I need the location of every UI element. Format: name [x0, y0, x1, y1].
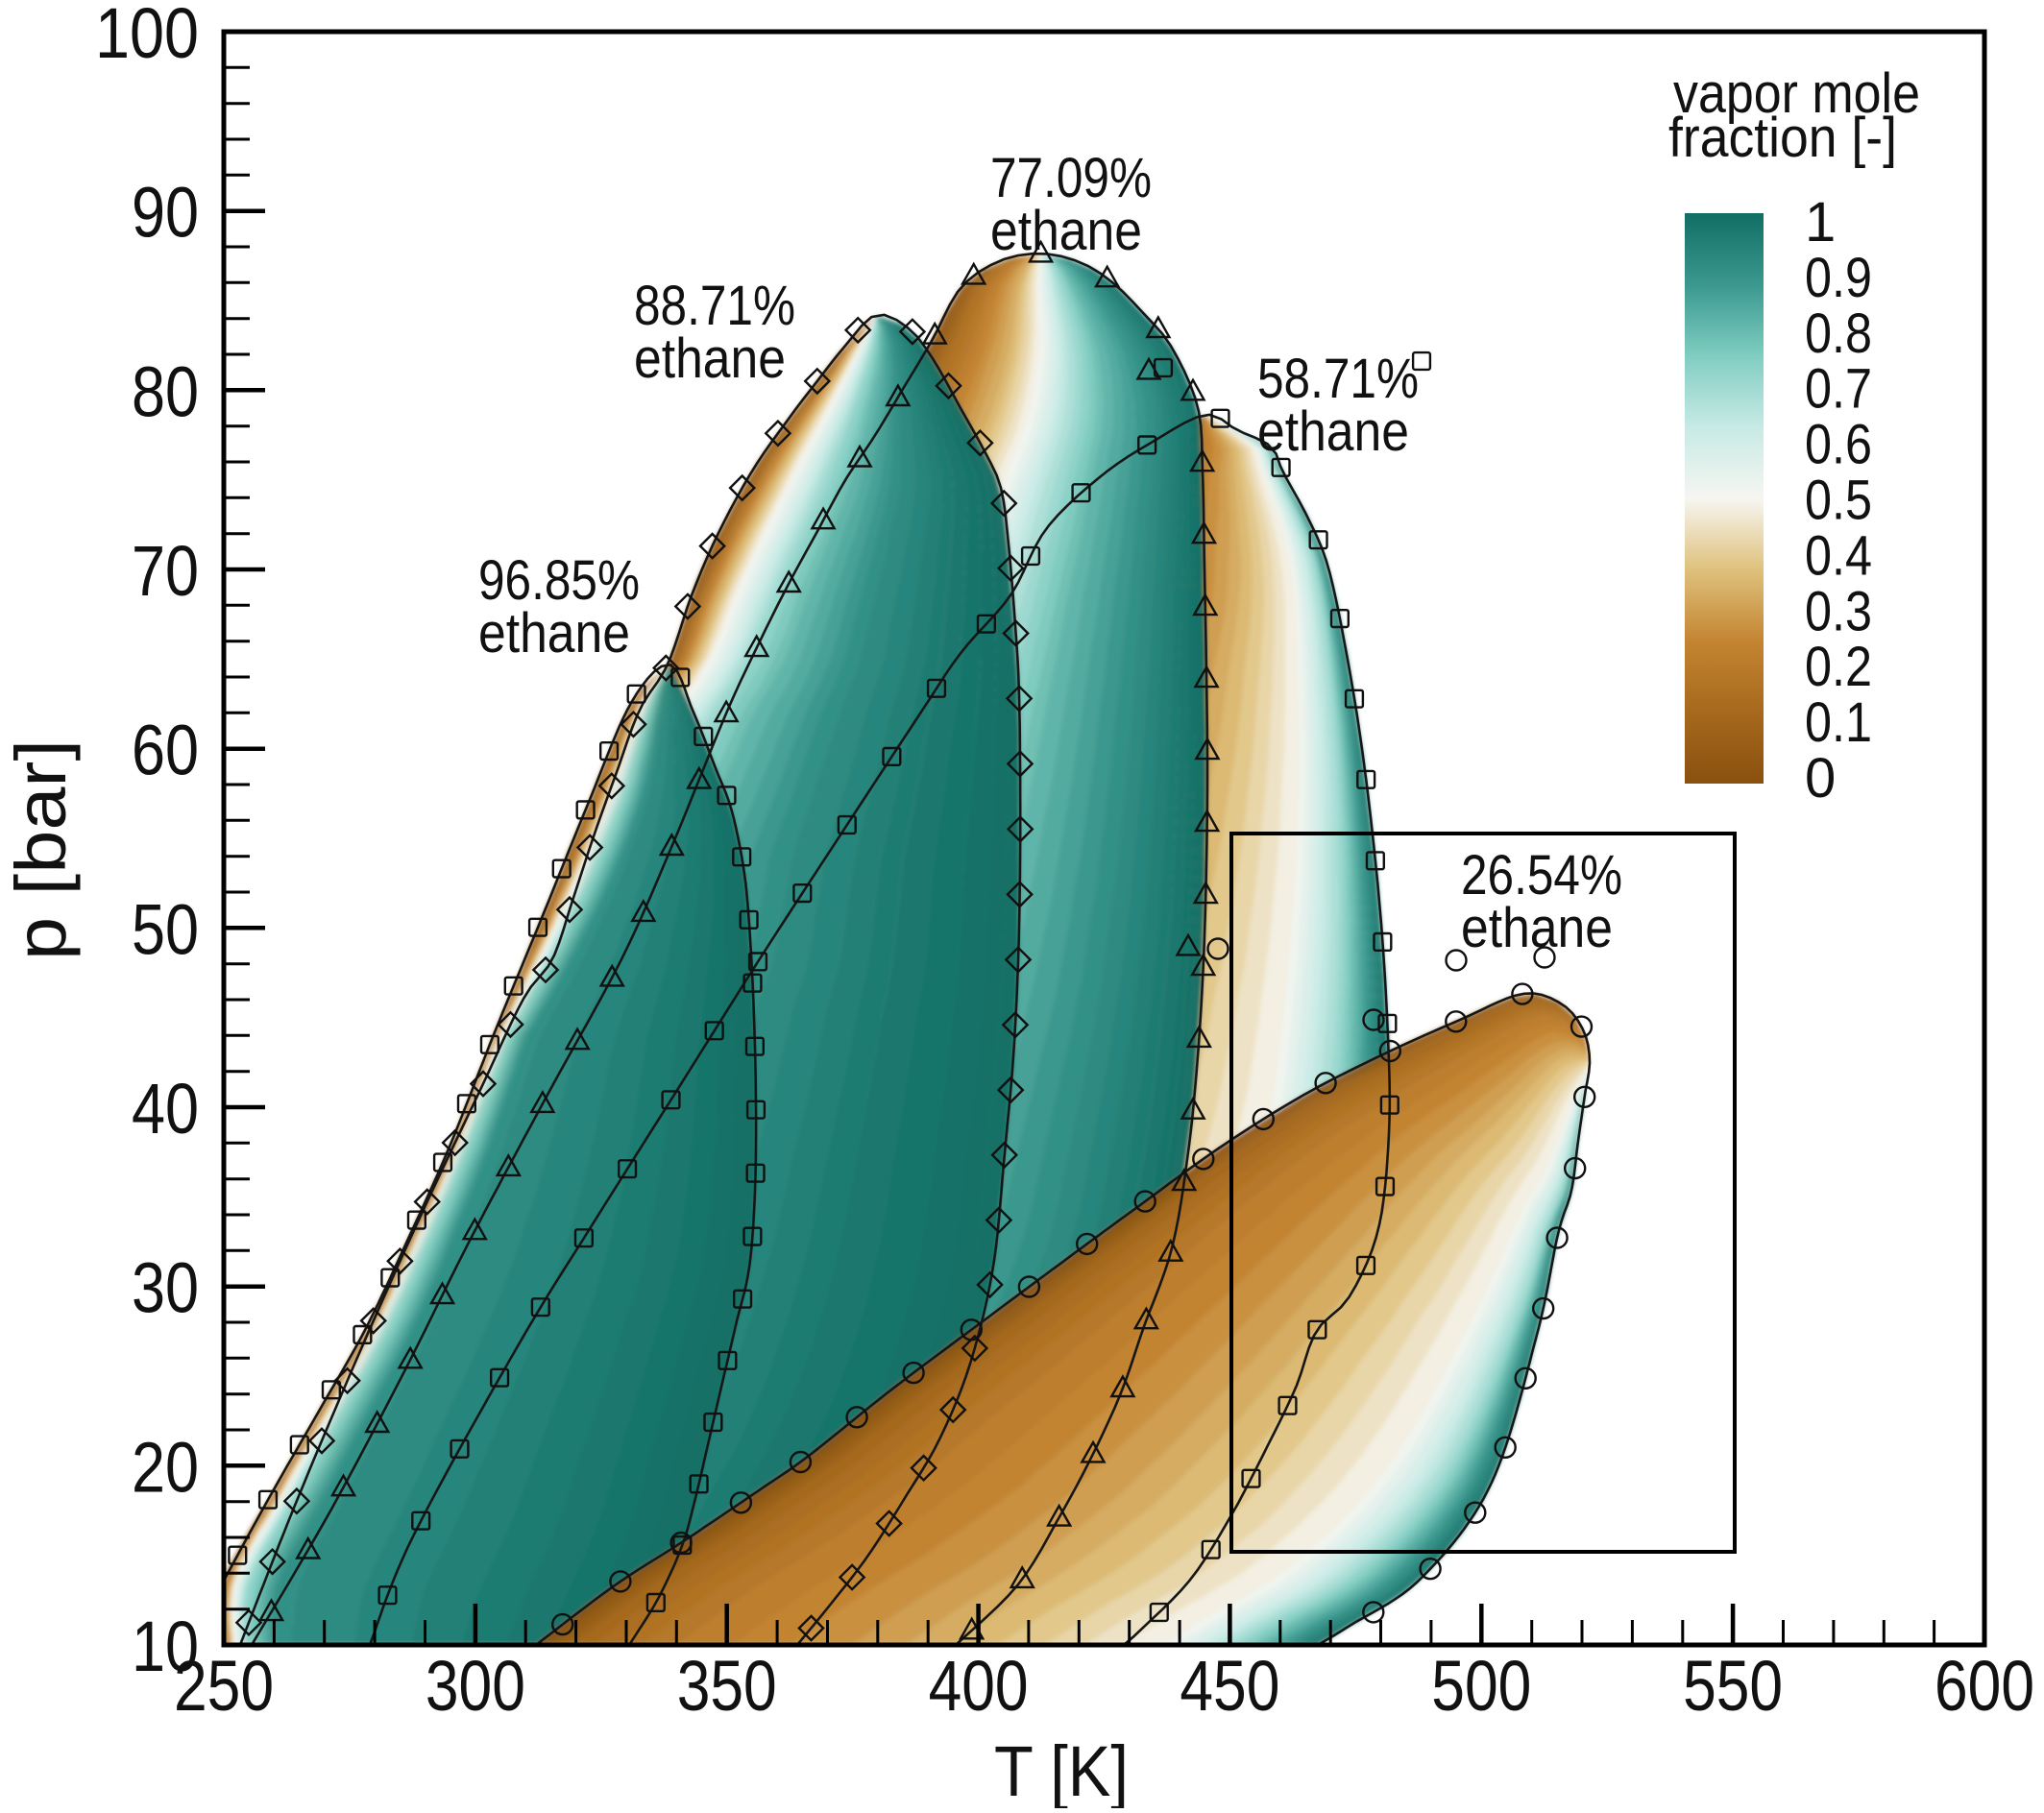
svg-text:0.4: 0.4	[1805, 524, 1872, 587]
svg-text:90: 90	[132, 173, 199, 253]
svg-text:fraction [-]: fraction [-]	[1668, 107, 1897, 169]
svg-text:40: 40	[132, 1069, 199, 1148]
svg-text:10: 10	[132, 1607, 199, 1686]
svg-text:ethane: ethane	[478, 602, 630, 665]
svg-text:100: 100	[95, 0, 199, 73]
svg-text:0.7: 0.7	[1805, 358, 1872, 421]
svg-text:0.9: 0.9	[1805, 247, 1872, 309]
svg-text:26.54%: 26.54%	[1461, 844, 1622, 906]
svg-text:ethane: ethane	[1257, 400, 1409, 463]
svg-text:ethane: ethane	[634, 327, 786, 390]
svg-text:T [K]: T [K]	[994, 1731, 1129, 1808]
svg-text:400: 400	[929, 1646, 1029, 1726]
svg-text:77.09%: 77.09%	[990, 147, 1152, 209]
svg-text:p [bar]: p [bar]	[1, 739, 81, 960]
svg-text:vapor mole: vapor mole	[1673, 62, 1920, 125]
svg-text:500: 500	[1431, 1646, 1531, 1726]
svg-text:ethane: ethane	[990, 200, 1142, 262]
svg-text:0.5: 0.5	[1805, 470, 1872, 532]
svg-text:450: 450	[1180, 1646, 1279, 1726]
svg-text:30: 30	[132, 1248, 199, 1328]
svg-text:350: 350	[677, 1646, 777, 1726]
svg-text:250: 250	[174, 1646, 274, 1726]
svg-text:58.71%: 58.71%	[1257, 348, 1419, 410]
svg-text:20: 20	[132, 1427, 199, 1507]
svg-text:0.6: 0.6	[1805, 414, 1872, 476]
svg-text:88.71%: 88.71%	[634, 275, 795, 337]
svg-text:0.8: 0.8	[1805, 302, 1872, 365]
svg-text:0.1: 0.1	[1805, 691, 1872, 754]
svg-text:ethane: ethane	[1461, 897, 1613, 959]
svg-text:600: 600	[1934, 1646, 2034, 1726]
svg-text:60: 60	[132, 711, 199, 790]
svg-text:0.2: 0.2	[1805, 636, 1872, 698]
svg-text:550: 550	[1683, 1646, 1783, 1726]
svg-text:80: 80	[132, 351, 199, 431]
svg-text:0: 0	[1805, 747, 1836, 810]
svg-text:70: 70	[132, 531, 199, 611]
svg-text:300: 300	[426, 1646, 525, 1726]
svg-text:50: 50	[132, 889, 199, 969]
svg-text:96.85%: 96.85%	[478, 549, 640, 612]
svg-text:1: 1	[1805, 191, 1836, 254]
svg-text:0.3: 0.3	[1805, 580, 1872, 642]
